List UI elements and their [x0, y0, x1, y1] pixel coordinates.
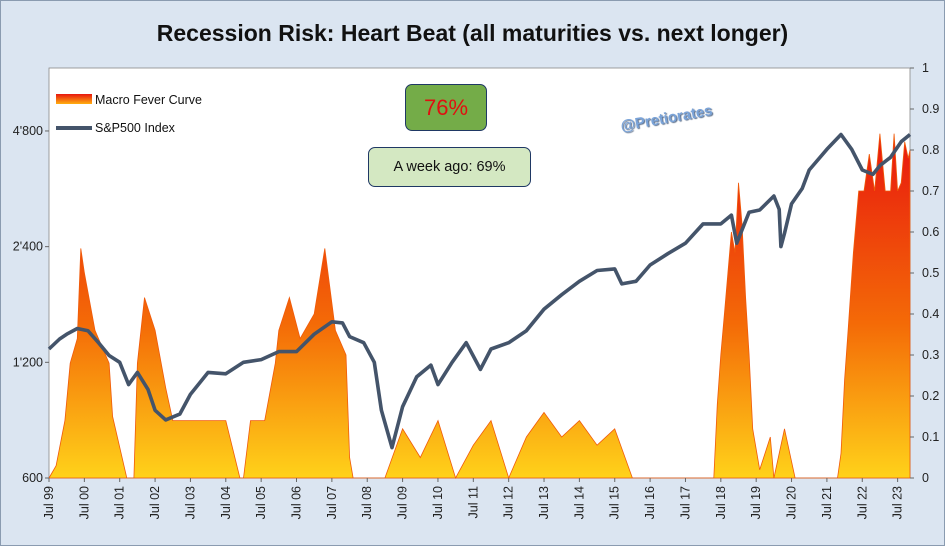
week-ago-box: A week ago: 69%	[368, 147, 531, 187]
x-axis-tick-label: Jul 15	[608, 486, 622, 519]
x-axis-tick-label: Jul 21	[820, 486, 834, 519]
left-axis-tick-label: 600	[22, 471, 43, 485]
x-axis-tick-label: Jul 09	[396, 486, 410, 519]
x-axis: Jul 99 Jul 00 Jul 01 Jul 02 Jul 03 Jul 04 Jul …	[42, 478, 905, 519]
x-axis-tick-label: Jul 10	[431, 486, 445, 519]
right-axis-tick-label: 0.7	[922, 184, 939, 198]
legend-label-fever: Macro Fever Curve	[95, 93, 202, 107]
x-axis-tick-label: Jul 20	[785, 486, 799, 519]
x-axis-tick-label: Jul 19	[749, 486, 763, 519]
x-axis-tick-label: Jul 99	[42, 486, 56, 519]
right-axis-tick-label: 1	[922, 61, 929, 75]
legend: Macro Fever Curve S&P500 Index	[56, 93, 202, 135]
sp500-line	[47, 132, 912, 450]
x-axis-tick-label: Jul 06	[290, 486, 304, 519]
chart-title: Recession Risk: Heart Beat (all maturiti…	[156, 20, 789, 46]
right-axis-tick-label: 0.5	[922, 266, 939, 280]
x-axis-tick-label: Jul 13	[537, 486, 551, 519]
legend-label-sp500: S&P500 Index	[95, 121, 176, 135]
x-axis-tick-label: Jul 16	[643, 486, 657, 519]
left-axis-tick-label: 1'200	[13, 355, 43, 369]
right-axis: 0 0.1 0.2 0.3 0.4 0.5 0.6 0.7 0.8 0.9 1	[910, 61, 939, 485]
x-axis-tick-label: Jul 12	[502, 486, 516, 519]
right-axis-tick-label: 0.4	[922, 307, 939, 321]
current-value-box: 76%	[405, 84, 487, 131]
left-axis-tick-label: 4'800	[13, 124, 43, 138]
x-axis-tick-label: Jul 11	[466, 486, 480, 518]
x-axis-tick-label: Jul 00	[77, 486, 91, 519]
legend-swatch-fever	[56, 94, 92, 104]
right-axis-tick-label: 0.8	[922, 143, 939, 157]
right-axis-tick-label: 0.2	[922, 389, 939, 403]
x-axis-tick-label: Jul 07	[325, 486, 339, 519]
x-axis-tick-label: Jul 14	[572, 486, 586, 519]
left-axis-tick-label: 2'400	[13, 240, 43, 254]
x-axis-tick-label: Jul 18	[714, 486, 728, 519]
plot-area	[48, 67, 911, 479]
x-axis-tick-label: Jul 17	[678, 486, 692, 519]
right-axis-tick-label: 0.9	[922, 102, 939, 116]
x-axis-tick-label: Jul 05	[254, 486, 268, 519]
x-axis-tick-label: Jul 04	[219, 486, 233, 519]
right-axis-tick-label: 0.3	[922, 348, 939, 362]
left-axis: 600 1'200 2'400 4'800	[13, 124, 49, 485]
right-axis-tick-label: 0.1	[922, 430, 939, 444]
right-axis-tick-label: 0.6	[922, 225, 939, 239]
fever-area-layer	[48, 133, 911, 480]
x-axis-tick-label: Jul 01	[113, 486, 127, 519]
x-axis-tick-label: Jul 22	[855, 486, 869, 519]
x-axis-tick-label: Jul 02	[148, 486, 162, 519]
current-value: 76%	[423, 94, 469, 120]
x-axis-tick-label: Jul 08	[360, 486, 374, 519]
x-axis-tick-label: Jul 23	[891, 486, 905, 519]
right-axis-tick-label: 0	[922, 471, 929, 485]
week-ago-value: A week ago: 69%	[393, 159, 506, 175]
x-axis-tick-label: Jul 03	[183, 486, 197, 519]
fever-area	[48, 133, 911, 480]
sp500-line-layer	[47, 132, 912, 450]
